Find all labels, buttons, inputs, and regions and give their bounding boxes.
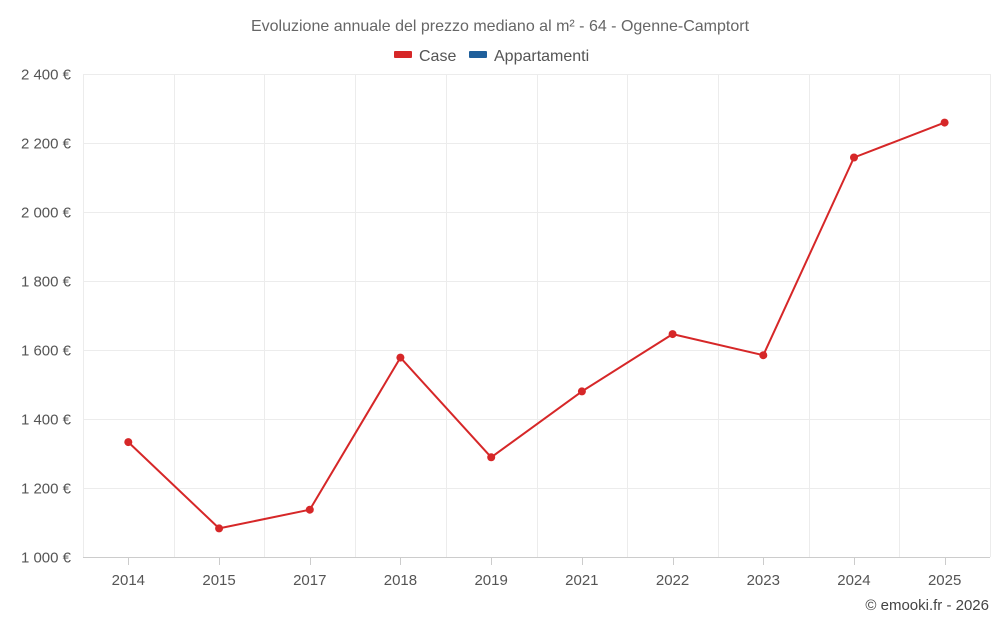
y-tick-label: 1 200 € xyxy=(21,481,72,498)
y-tick-label: 1 600 € xyxy=(21,343,72,360)
legend-item-case[interactable]: Case xyxy=(394,48,456,65)
y-axis: 1 000 € 1 200 € 1 400 € 1 600 € 1 800 € 2 000… xyxy=(21,67,72,567)
x-axis: 2014 2015 2017 2018 2019 2021 2022 2023 2024 2025 xyxy=(83,557,990,589)
x-tick-label: 2022 xyxy=(656,572,689,589)
data-point[interactable] xyxy=(759,351,768,360)
x-tick-label: 2014 xyxy=(112,572,145,589)
data-point[interactable] xyxy=(850,153,858,162)
y-tick-label: 1 000 € xyxy=(21,550,72,567)
data-point[interactable] xyxy=(487,453,496,462)
data-point[interactable] xyxy=(396,353,405,362)
y-tick-label: 1 800 € xyxy=(21,274,72,291)
data-point[interactable] xyxy=(305,505,314,514)
legend-label-appartamenti: Appartamenti xyxy=(494,48,589,65)
x-tick-label: 2017 xyxy=(293,572,326,589)
chart-title: Evoluzione annuale del prezzo mediano al… xyxy=(251,18,750,35)
data-point[interactable] xyxy=(215,524,224,533)
series xyxy=(124,118,949,533)
data-point[interactable] xyxy=(940,118,949,127)
y-tick-label: 2 400 € xyxy=(21,67,72,84)
y-tick-label: 1 400 € xyxy=(21,412,72,429)
x-tick-label: 2025 xyxy=(928,572,961,589)
x-tick-label: 2023 xyxy=(747,572,780,589)
y-tick-label: 2 000 € xyxy=(21,205,72,222)
y-tick-label: 2 200 € xyxy=(21,136,72,153)
x-tick-label: 2021 xyxy=(565,572,598,589)
series-line-0 xyxy=(127,121,945,530)
data-point[interactable] xyxy=(577,387,586,396)
legend-label-case: Case xyxy=(419,48,456,65)
legend-swatch-appartamenti xyxy=(469,51,487,58)
footer-credit: © emooki.fr - 2026 xyxy=(865,597,989,614)
grid xyxy=(83,74,991,557)
legend-item-appartamenti[interactable]: Appartamenti xyxy=(469,48,589,65)
x-tick-label: 2015 xyxy=(202,572,235,589)
legend-swatch-case xyxy=(394,51,412,58)
x-tick-label: 2024 xyxy=(837,572,870,589)
data-point[interactable] xyxy=(668,330,677,339)
x-tick-label: 2018 xyxy=(384,572,417,589)
legend: Case Appartamenti xyxy=(394,48,589,65)
data-point[interactable] xyxy=(124,438,133,447)
x-tick-label: 2019 xyxy=(474,572,507,589)
